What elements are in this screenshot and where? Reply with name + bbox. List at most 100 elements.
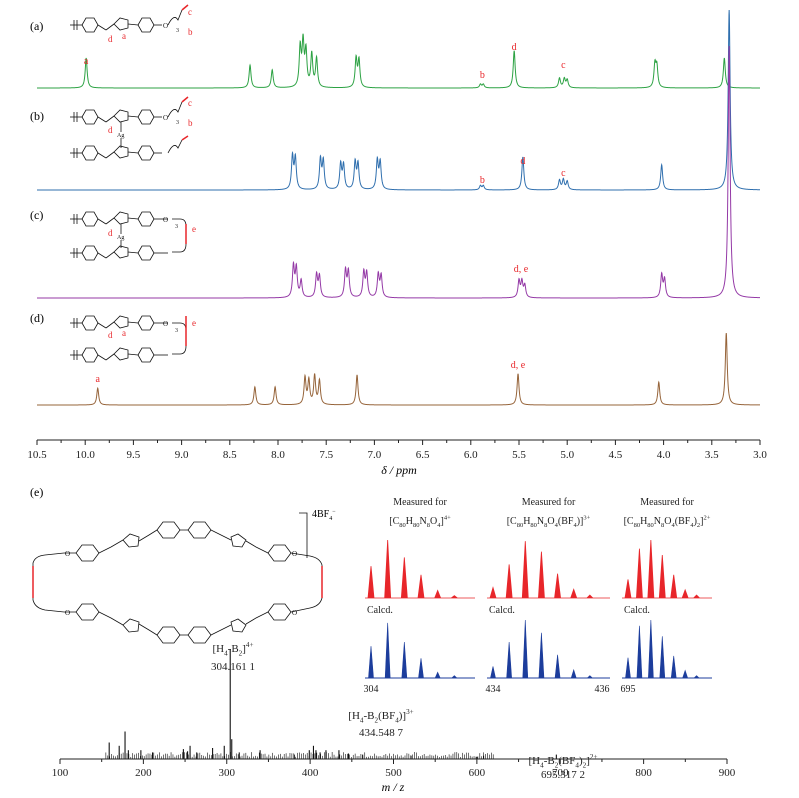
inset-formula: [C80H80N8O4(BF4)2]2+ [624, 515, 711, 530]
structure-letter: e [192, 224, 196, 234]
ms-annotations: [H4-B2]4+ 304.161 1 [H4-B2(BF4)]3+ 434.548 … [211, 641, 598, 781]
nmr-peak-label: a [84, 56, 89, 67]
inset-measured-peak [648, 619, 654, 679]
panel-label-c: (c) [30, 208, 43, 222]
ms-insets: Measured for [C80H80N8O4]4+ Calcd. 304 Measu… [364, 497, 712, 695]
structure-c: Ag O 3 d e [70, 211, 196, 261]
ms-tick-label: 500 [385, 767, 402, 779]
panel-label-a: (a) [30, 19, 43, 33]
nmr-tick-label: 8.0 [271, 449, 285, 461]
panel-label-e: (e) [30, 485, 43, 499]
nmr-x-axis-label: δ / ppm [381, 463, 417, 477]
structure-letter: O [163, 114, 168, 122]
inset-measured-for: Measured for [522, 497, 576, 508]
nmr-tick-label: 4.0 [657, 449, 671, 461]
ms-annotation-value: 695.317 2 [541, 769, 585, 781]
inset-measured-peak [682, 669, 689, 679]
structure-letter: Ag [117, 133, 124, 139]
nmr-tick-label: 3.0 [753, 449, 767, 461]
nmr-peak-labels: a b d c b d c d, e a d, e [84, 42, 566, 385]
inset-measured-peak [418, 658, 424, 679]
inset-measured-peak [401, 642, 408, 679]
inset-mz-low: 304 [364, 684, 379, 695]
nmr-peak-label: d [520, 156, 525, 167]
ms-annotation-ion: [H4-B2(BF4)]3+ [348, 708, 413, 724]
macrocycle-oxygen: O [65, 550, 70, 558]
structure-letter: 3 [176, 120, 179, 126]
nmr-tick-label: 6.0 [464, 449, 478, 461]
nmr-tick-label: 10.5 [27, 449, 47, 461]
structure-letter: 3 [175, 224, 178, 230]
inset-formula: [C80H80N8O4]4+ [389, 515, 451, 530]
structure-letter: d [108, 228, 113, 238]
structure-letter: 3 [175, 328, 178, 334]
nmr-tick-label: 5.0 [560, 449, 574, 461]
inset-measured-peak [434, 671, 441, 679]
panel-label-b: (b) [30, 109, 44, 123]
ms-annotation-ion: [H4-B2]4+ [212, 641, 253, 657]
macrocycle-oxygen: O [292, 609, 297, 617]
nmr-tick-label: 7.5 [319, 449, 333, 461]
inset-measured-peak [636, 625, 643, 679]
nmr-tick-label: 5.5 [512, 449, 526, 461]
nmr-peak-label: c [561, 60, 566, 71]
nmr-trace [37, 9, 760, 191]
structure-letter: d [108, 125, 113, 135]
ms-tick-label: 700 [552, 767, 569, 779]
structure-letter: O [163, 320, 168, 328]
inset-mz-high: 436 [595, 684, 610, 695]
ms-tick-label: 600 [469, 767, 486, 779]
inset-measured-peak [625, 657, 631, 679]
nmr-peak-label: d, e [511, 360, 526, 371]
ms-tick-label: 400 [302, 767, 319, 779]
structure-letter: b [188, 118, 193, 128]
structure-letter: Ag [117, 235, 124, 241]
inset-measured-peak [554, 654, 561, 679]
macrocycle-oxygen: O [65, 609, 70, 617]
nmr-peak-label: d, e [514, 264, 529, 275]
inset-measured-peak [490, 666, 496, 679]
inset-calcd-label: Calcd. [367, 605, 393, 616]
nmr-tick-label: 7.0 [368, 449, 382, 461]
ms-tick-label: 100 [52, 767, 69, 779]
nmr-peak-label: b [480, 70, 485, 81]
ms-tick-label: 900 [719, 767, 736, 779]
structure-d: O 3 d a e [70, 315, 196, 363]
nmr-peak-label: d [512, 42, 517, 53]
panel-label-d: (d) [30, 311, 44, 325]
ms-annotation-ion: [H4-B2(BF4)2]2+ [529, 753, 598, 769]
ms-tick-label: 200 [135, 767, 152, 779]
structure-letter: d [108, 330, 113, 340]
structure-letter: O [163, 216, 168, 224]
inset-formula: [C80H80N8O4(BF4)]3+ [507, 515, 591, 530]
nmr-tick-label: 8.5 [223, 449, 237, 461]
nmr-trace [37, 45, 761, 299]
structure-letter: a [122, 31, 126, 41]
macrocycle-counterion: 4BF4− [312, 509, 336, 522]
inset-calcd-envelope [365, 539, 475, 599]
structure-letter: c [188, 7, 192, 17]
nmr-trace [37, 33, 760, 89]
structure-letter: 3 [176, 28, 179, 34]
inset-calcd-envelope [487, 541, 610, 599]
macrocycle-oxygen: O [292, 550, 297, 558]
inset-mz-low: 434 [486, 684, 501, 695]
nmr-tick-label: 4.5 [609, 449, 623, 461]
nmr-peak-label: c [561, 168, 566, 179]
structure-b: Ag O 3 d c b [70, 96, 193, 161]
inset-calcd-envelope [622, 539, 712, 599]
structure-letter: d [108, 34, 113, 44]
macrocycle-structure [32, 512, 323, 644]
inset-measured-peak [368, 646, 374, 679]
nmr-peak-label: a [96, 374, 101, 385]
inset-measured-for: Measured for [393, 497, 447, 508]
nmr-tick-label: 9.0 [175, 449, 189, 461]
inset-measured-peak [538, 632, 545, 679]
structure-a: O 3 d a c b [70, 4, 193, 44]
structure-letter: b [188, 27, 193, 37]
inset-measured-peak [670, 655, 677, 679]
ms-annotation-value: 304.161 1 [211, 661, 255, 673]
structure-letter: e [192, 318, 196, 328]
nmr-tick-label: 6.5 [416, 449, 430, 461]
